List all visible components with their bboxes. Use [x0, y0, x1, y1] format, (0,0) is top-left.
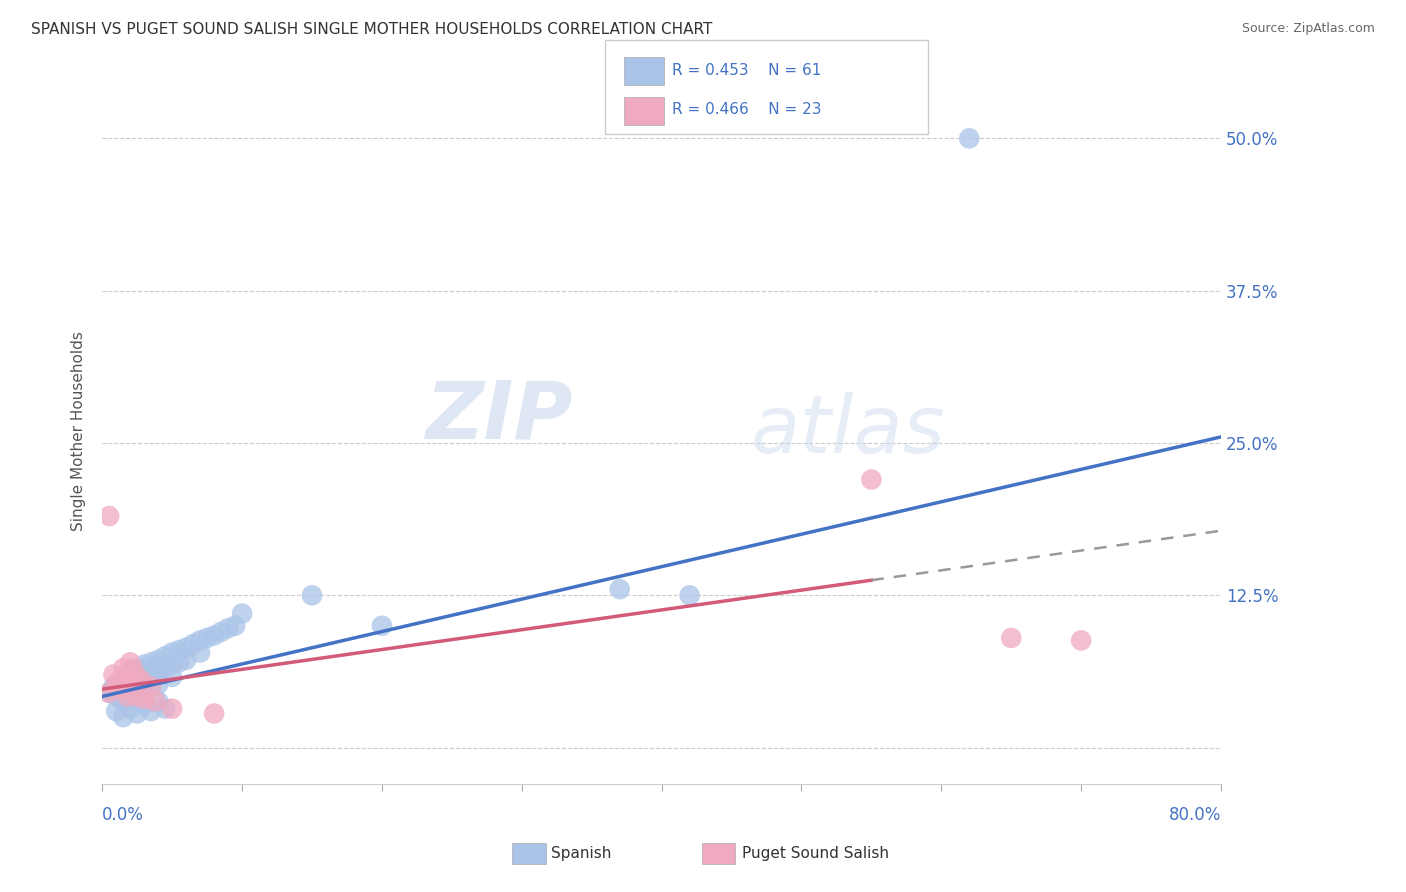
- Point: [131, 680, 153, 694]
- Point: [105, 680, 128, 694]
- Point: [127, 673, 149, 688]
- Point: [146, 665, 169, 679]
- Point: [105, 704, 128, 718]
- Point: [117, 690, 139, 704]
- Point: [122, 661, 145, 675]
- Point: [202, 706, 225, 721]
- Point: [174, 653, 197, 667]
- Point: [108, 682, 131, 697]
- Point: [112, 677, 135, 691]
- Point: [136, 665, 159, 679]
- Point: [117, 667, 139, 681]
- Point: [174, 640, 197, 655]
- Point: [153, 701, 176, 715]
- Point: [167, 643, 190, 657]
- Point: [181, 637, 204, 651]
- Point: [188, 646, 211, 660]
- Text: atlas: atlas: [751, 392, 946, 470]
- Point: [127, 670, 149, 684]
- Point: [143, 694, 166, 708]
- Text: Source: ZipAtlas.com: Source: ZipAtlas.com: [1241, 22, 1375, 36]
- Point: [134, 698, 156, 712]
- Point: [134, 691, 156, 706]
- Text: 0.0%: 0.0%: [103, 806, 143, 824]
- Text: R = 0.466    N = 23: R = 0.466 N = 23: [672, 103, 821, 118]
- Point: [231, 607, 253, 621]
- Point: [202, 628, 225, 642]
- Point: [141, 656, 163, 670]
- Point: [127, 686, 149, 700]
- Point: [160, 701, 183, 715]
- Point: [131, 667, 153, 681]
- Point: [153, 661, 176, 675]
- Point: [112, 661, 135, 675]
- Point: [127, 706, 149, 721]
- Point: [120, 691, 142, 706]
- Point: [112, 694, 135, 708]
- Point: [112, 710, 135, 724]
- Text: R = 0.453    N = 61: R = 0.453 N = 61: [672, 62, 821, 78]
- Point: [117, 690, 139, 704]
- Point: [224, 619, 246, 633]
- Point: [149, 657, 172, 672]
- Point: [146, 694, 169, 708]
- Point: [127, 690, 149, 704]
- Point: [112, 682, 135, 697]
- Point: [143, 661, 166, 675]
- Text: ZIP: ZIP: [425, 377, 572, 456]
- Point: [146, 677, 169, 691]
- Point: [1000, 631, 1022, 645]
- Text: Spanish: Spanish: [551, 847, 612, 861]
- Point: [105, 690, 128, 704]
- Point: [141, 667, 163, 681]
- Point: [120, 673, 142, 688]
- Point: [195, 631, 218, 645]
- Point: [301, 588, 323, 602]
- Point: [188, 633, 211, 648]
- Point: [209, 624, 232, 639]
- Point: [122, 670, 145, 684]
- Text: Puget Sound Salish: Puget Sound Salish: [742, 847, 890, 861]
- Point: [371, 619, 394, 633]
- Point: [146, 653, 169, 667]
- Y-axis label: Single Mother Households: Single Mother Households: [72, 331, 86, 531]
- Point: [957, 131, 980, 145]
- Point: [134, 657, 156, 672]
- Point: [120, 701, 142, 715]
- Point: [141, 680, 163, 694]
- Point: [609, 582, 631, 597]
- Point: [1070, 633, 1092, 648]
- Text: SPANISH VS PUGET SOUND SALISH SINGLE MOTHER HOUSEHOLDS CORRELATION CHART: SPANISH VS PUGET SOUND SALISH SINGLE MOT…: [31, 22, 713, 37]
- Point: [122, 682, 145, 697]
- Point: [108, 673, 131, 688]
- Point: [153, 649, 176, 664]
- Point: [127, 661, 149, 675]
- Point: [134, 670, 156, 684]
- Point: [120, 680, 142, 694]
- Point: [103, 667, 125, 681]
- Point: [160, 646, 183, 660]
- Point: [120, 656, 142, 670]
- Point: [160, 670, 183, 684]
- Point: [141, 680, 163, 694]
- Point: [131, 673, 153, 688]
- Point: [217, 621, 239, 635]
- Text: 80.0%: 80.0%: [1168, 806, 1220, 824]
- Point: [117, 673, 139, 688]
- Point: [678, 588, 700, 602]
- Point: [860, 473, 883, 487]
- Point: [98, 686, 121, 700]
- Point: [134, 682, 156, 697]
- Point: [98, 509, 121, 524]
- Point: [141, 704, 163, 718]
- Point: [160, 657, 183, 672]
- Point: [167, 656, 190, 670]
- Point: [98, 686, 121, 700]
- Point: [120, 667, 142, 681]
- Point: [103, 680, 125, 694]
